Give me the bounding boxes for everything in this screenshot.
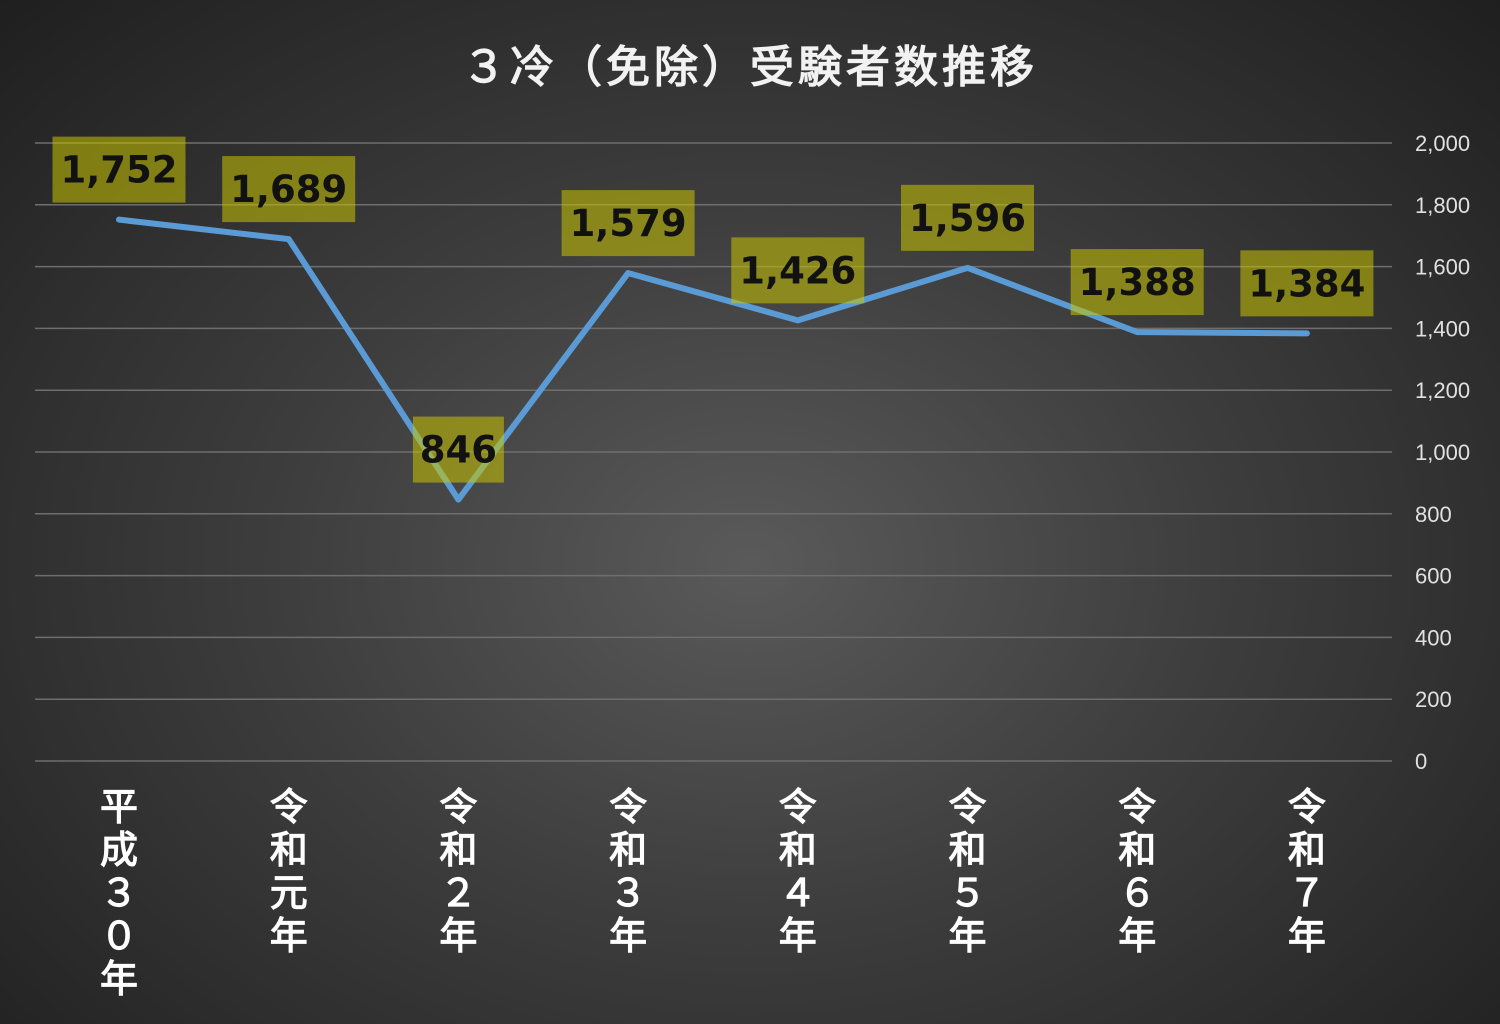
x-tick-label: 令和７年 bbox=[1288, 785, 1327, 958]
x-tick-label: 令和２年 bbox=[439, 785, 478, 958]
series-line-group bbox=[116, 216, 1310, 503]
y-tick-label: 1,600 bbox=[1415, 255, 1470, 280]
data-label: 1,426 bbox=[739, 249, 856, 292]
data-label-background bbox=[731, 237, 865, 304]
y-axis-ticks: 0 200 400 600 800 1,000 1,200 1,400 1,600 1,800 2,… bbox=[1415, 131, 1470, 774]
y-tick-label: 200 bbox=[1415, 687, 1452, 712]
x-tick-label: 令和５年 bbox=[948, 785, 987, 958]
data-label-background bbox=[52, 136, 186, 203]
x-tick-label: 令和４年 bbox=[779, 785, 818, 958]
data-label: 1,579 bbox=[570, 202, 687, 245]
data-label-background bbox=[1240, 250, 1374, 317]
y-tick-label: 1,800 bbox=[1415, 193, 1470, 218]
y-tick-label: 800 bbox=[1415, 502, 1452, 527]
data-label-background bbox=[901, 184, 1034, 251]
gridlines bbox=[35, 142, 1392, 762]
y-tick-label: 600 bbox=[1415, 564, 1452, 589]
data-label-background bbox=[222, 156, 356, 223]
data-label: 1,384 bbox=[1248, 262, 1365, 305]
y-tick-label: 2,000 bbox=[1415, 131, 1470, 156]
data-labels: 1,752 1,689 846 1,579 1,426 1,596 1,388 1,384 bbox=[52, 136, 1374, 483]
series-line bbox=[116, 216, 1310, 503]
x-tick-label: 令和元年 bbox=[270, 785, 309, 958]
y-tick-label: 400 bbox=[1415, 625, 1452, 650]
data-label-background bbox=[561, 190, 695, 257]
data-label: 1,596 bbox=[909, 197, 1026, 240]
data-label: 1,689 bbox=[230, 168, 347, 211]
data-label: 1,388 bbox=[1079, 261, 1196, 304]
data-label-background bbox=[1070, 249, 1204, 316]
data-label: 1,752 bbox=[60, 149, 177, 192]
x-tick-label: 令和６年 bbox=[1118, 785, 1157, 958]
x-tick-label: 令和３年 bbox=[609, 785, 648, 958]
data-label: 846 bbox=[420, 429, 497, 472]
y-tick-label: 1,200 bbox=[1415, 378, 1470, 403]
x-tick-label: 平成３０年 bbox=[100, 785, 138, 1001]
chart-title: ３冷（免除）受験者数推移 bbox=[462, 42, 1038, 93]
y-tick-label: 1,000 bbox=[1415, 440, 1470, 465]
y-tick-label: 0 bbox=[1415, 749, 1427, 774]
data-label-background bbox=[412, 416, 504, 483]
x-axis-ticks: 平成３０年 令和元年 令和２年 令和３年 令和４年 令和５年 令和６年 令和７年 bbox=[100, 785, 1327, 1001]
y-tick-label: 1,400 bbox=[1415, 316, 1470, 341]
